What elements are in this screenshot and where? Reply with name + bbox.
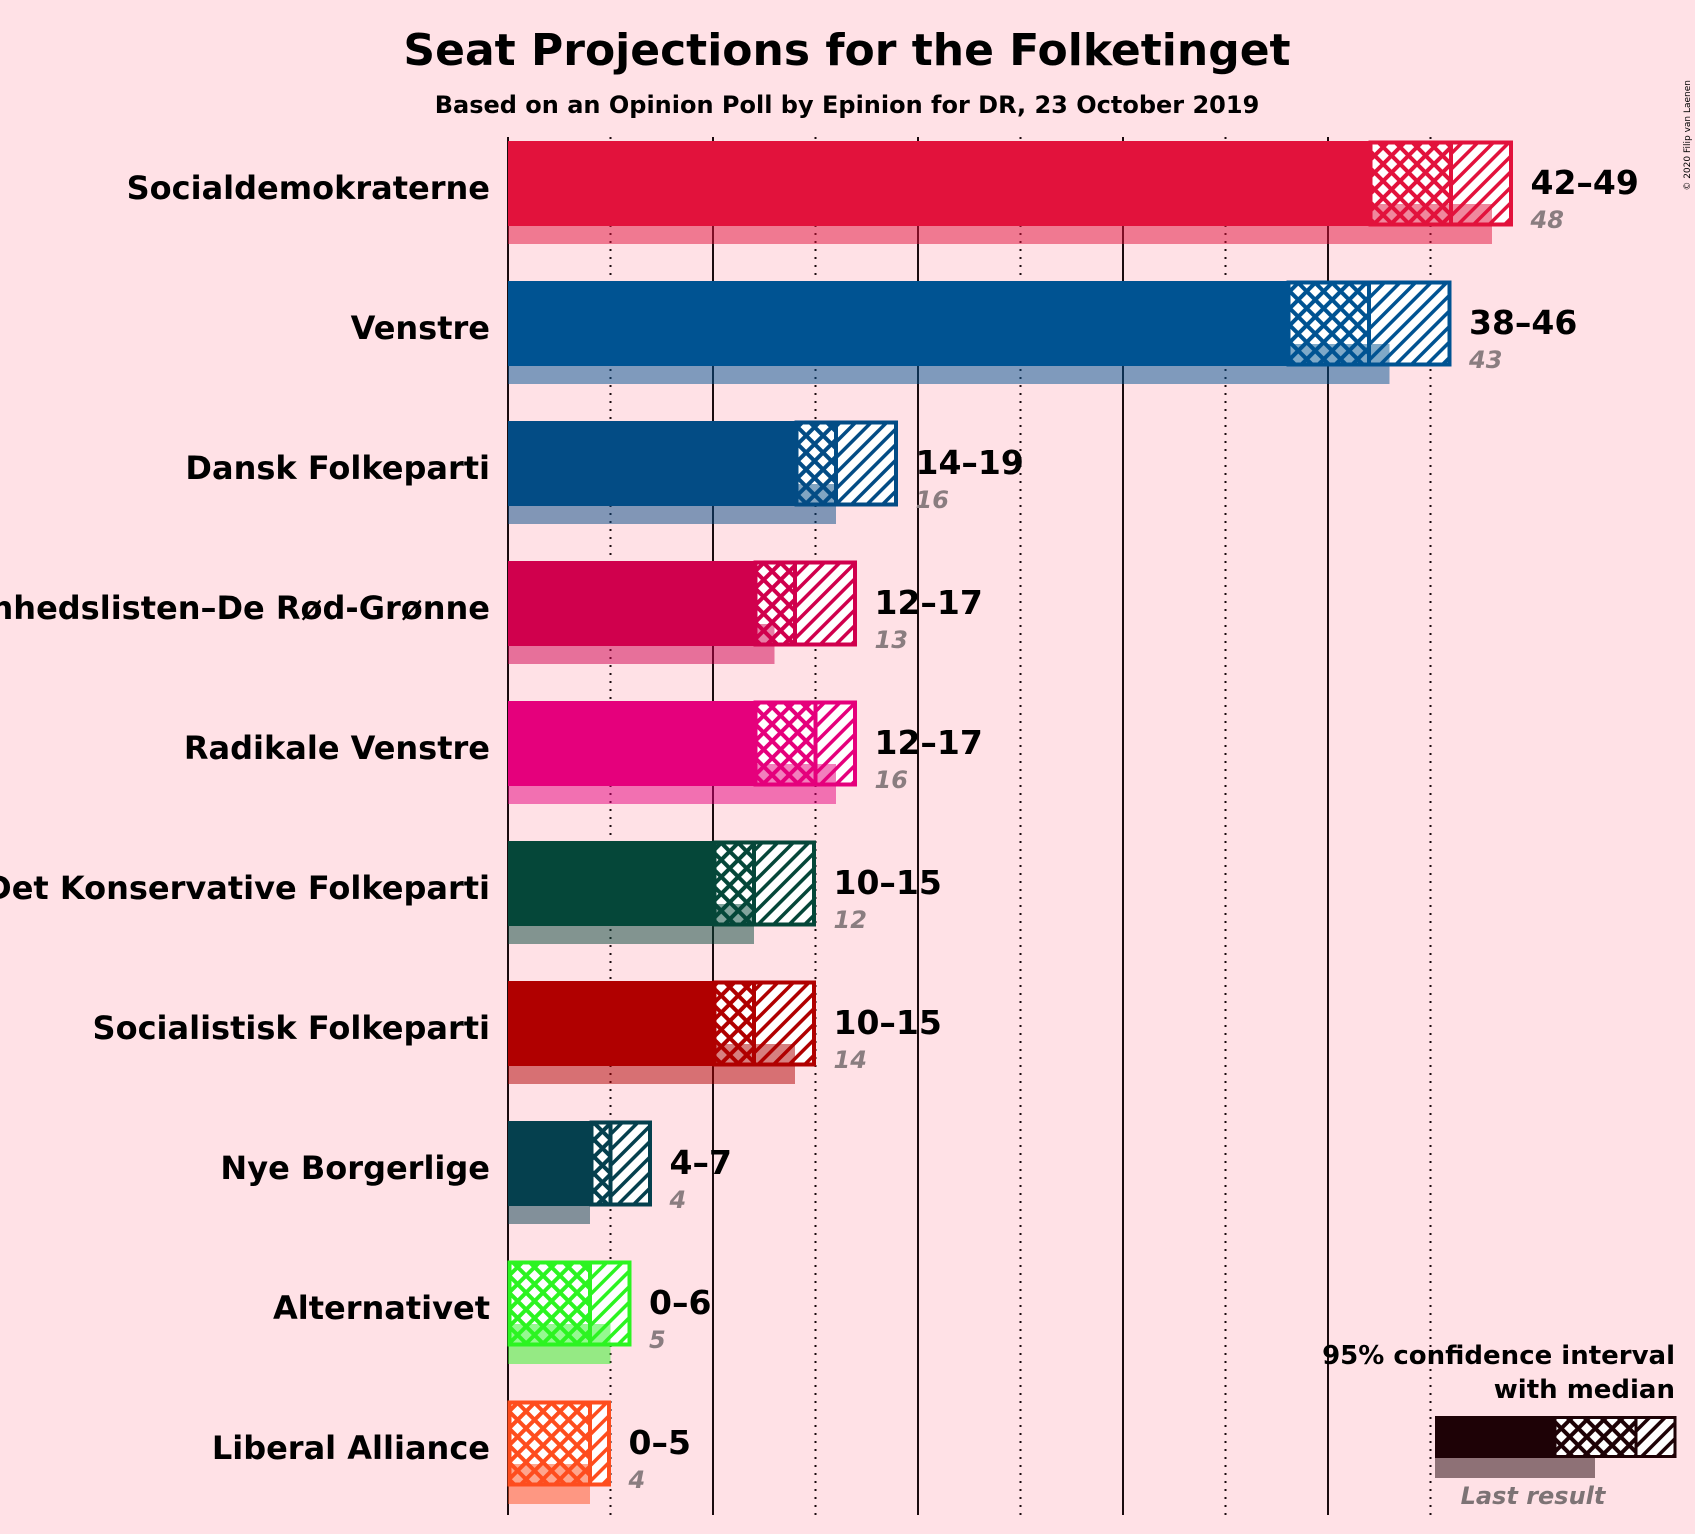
last-result-bar (508, 764, 836, 804)
copyright-note: © 2020 Filip van Laenen (1683, 80, 1693, 191)
ci-outline (794, 420, 898, 507)
last-result-label: 12 (834, 906, 867, 934)
last-result-bar (508, 204, 1492, 244)
party-label: Radikale Venstre (184, 729, 490, 767)
ci-outline (589, 1120, 652, 1207)
ci-upper-half (754, 841, 816, 926)
legend-last-result-label: Last result (1461, 1482, 1607, 1510)
party-label: Socialdemokraterne (127, 169, 490, 207)
ci-upper-half (590, 1401, 611, 1486)
chart-title: Seat Projections for the Folketinget (403, 25, 1290, 76)
party-label: Liberal Alliance (212, 1429, 490, 1467)
last-result-bar (508, 1044, 795, 1084)
party-label: Dansk Folkeparti (185, 449, 490, 487)
party-row: Enhedslisten–De Rød-Grønne 12–17 13 (0, 560, 983, 664)
last-result-label: 13 (875, 626, 908, 654)
bars-group: Socialdemokraterne 42–49 48 Venstre 38–46 43 D… (0, 140, 1639, 1504)
party-label: Det Konservative Folkeparti (0, 869, 490, 907)
party-row: Nye Borgerlige 4–7 4 (220, 1120, 732, 1224)
last-result-label: 43 (1468, 346, 1502, 374)
legend-line-2: with median (1494, 1375, 1675, 1405)
last-result-label: 16 (916, 486, 949, 514)
last-result-bar (508, 484, 836, 524)
last-result-bar (508, 1464, 590, 1504)
ci-outline (753, 560, 857, 647)
ci-lower-half (590, 1121, 611, 1206)
ci-outline (712, 840, 816, 927)
last-result-bar (508, 904, 754, 944)
last-result-label: 5 (649, 1326, 666, 1354)
legend-solid (1435, 1416, 1555, 1458)
range-label: 12–17 (875, 723, 983, 762)
last-result-label: 4 (669, 1186, 687, 1214)
range-label: 0–5 (629, 1423, 691, 1462)
legend-hatch (1636, 1416, 1676, 1458)
last-result-label: 48 (1530, 206, 1564, 234)
last-result-bar (508, 1324, 611, 1364)
range-label: 14–19 (916, 443, 1024, 482)
party-label: Nye Borgerlige (220, 1149, 490, 1187)
party-row: Socialdemokraterne 42–49 48 (127, 140, 1639, 244)
party-label: Venstre (351, 309, 490, 347)
legend-outline (1553, 1416, 1677, 1458)
range-label: 10–15 (834, 863, 942, 902)
party-row: Liberal Alliance 0–5 4 (212, 1400, 691, 1504)
chart-subtitle: Based on an Opinion Poll by Epinion for … (435, 91, 1260, 119)
last-result-bar (508, 344, 1390, 384)
last-result-bar (508, 1184, 590, 1224)
party-row: Dansk Folkeparti 14–19 16 (185, 420, 1024, 524)
legend-last-result-bar (1435, 1458, 1595, 1478)
ci-upper-half (836, 421, 898, 506)
ci-upper-half (610, 1121, 652, 1206)
range-label: 0–6 (649, 1283, 711, 1322)
last-result-bar (508, 624, 775, 664)
party-row: Det Konservative Folkeparti 10–15 12 (0, 840, 942, 944)
party-label: Socialistisk Folkeparti (93, 1009, 490, 1047)
last-result-label: 4 (628, 1466, 646, 1494)
legend: 95% confidence interval with median Last… (1322, 1341, 1677, 1510)
range-label: 38–46 (1469, 303, 1577, 342)
legend-line-1: 95% confidence interval (1322, 1341, 1675, 1371)
party-label: Enhedslisten–De Rød-Grønne (0, 589, 490, 627)
party-row: Radikale Venstre 12–17 16 (184, 700, 983, 804)
party-label: Alternativet (273, 1289, 490, 1327)
party-row: Alternativet 0–6 5 (273, 1260, 711, 1364)
last-result-label: 14 (834, 1046, 867, 1074)
range-label: 12–17 (875, 583, 983, 622)
range-label: 4–7 (670, 1143, 732, 1182)
legend-crosshatch (1555, 1416, 1636, 1458)
ci-upper-half (795, 561, 857, 646)
party-row: Socialistisk Folkeparti 10–15 14 (93, 980, 942, 1084)
last-result-label: 16 (875, 766, 908, 794)
range-label: 10–15 (834, 1003, 942, 1042)
range-label: 42–49 (1531, 163, 1639, 202)
party-row: Venstre 38–46 43 (351, 280, 1577, 384)
